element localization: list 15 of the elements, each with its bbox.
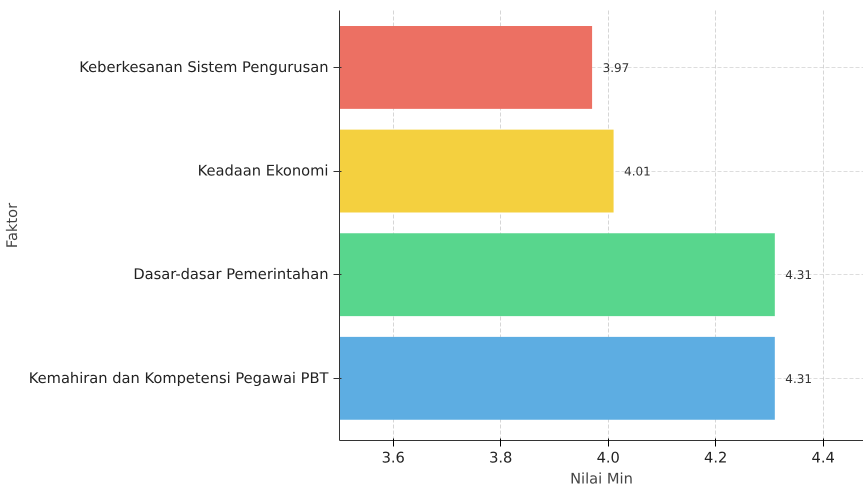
y-tick-label: Keberkesanan Sistem Pengurusan (79, 58, 329, 76)
y-tick-label: Dasar-dasar Pemerintahan (133, 266, 329, 284)
data-label: 4.01 (624, 164, 651, 179)
x-axis-title: Nilai Min (570, 470, 633, 488)
x-tick-label: 4.2 (704, 450, 728, 466)
data-label: 4.31 (785, 372, 812, 386)
y-tick-label: Kemahiran dan Kompetensi Pegawai PBT (28, 370, 329, 387)
x-tick-label: 4.0 (596, 450, 620, 466)
x-tick-label: 4.4 (812, 450, 835, 466)
x-tick-label: 3.6 (382, 450, 405, 466)
x-tick-label: 3.8 (489, 450, 512, 466)
data-label: 3.97 (602, 60, 630, 75)
y-tick-label: Keadaan Ekonomi (198, 162, 328, 180)
data-label: 4.31 (785, 268, 812, 282)
y-axis-title: Faktor (4, 202, 21, 248)
